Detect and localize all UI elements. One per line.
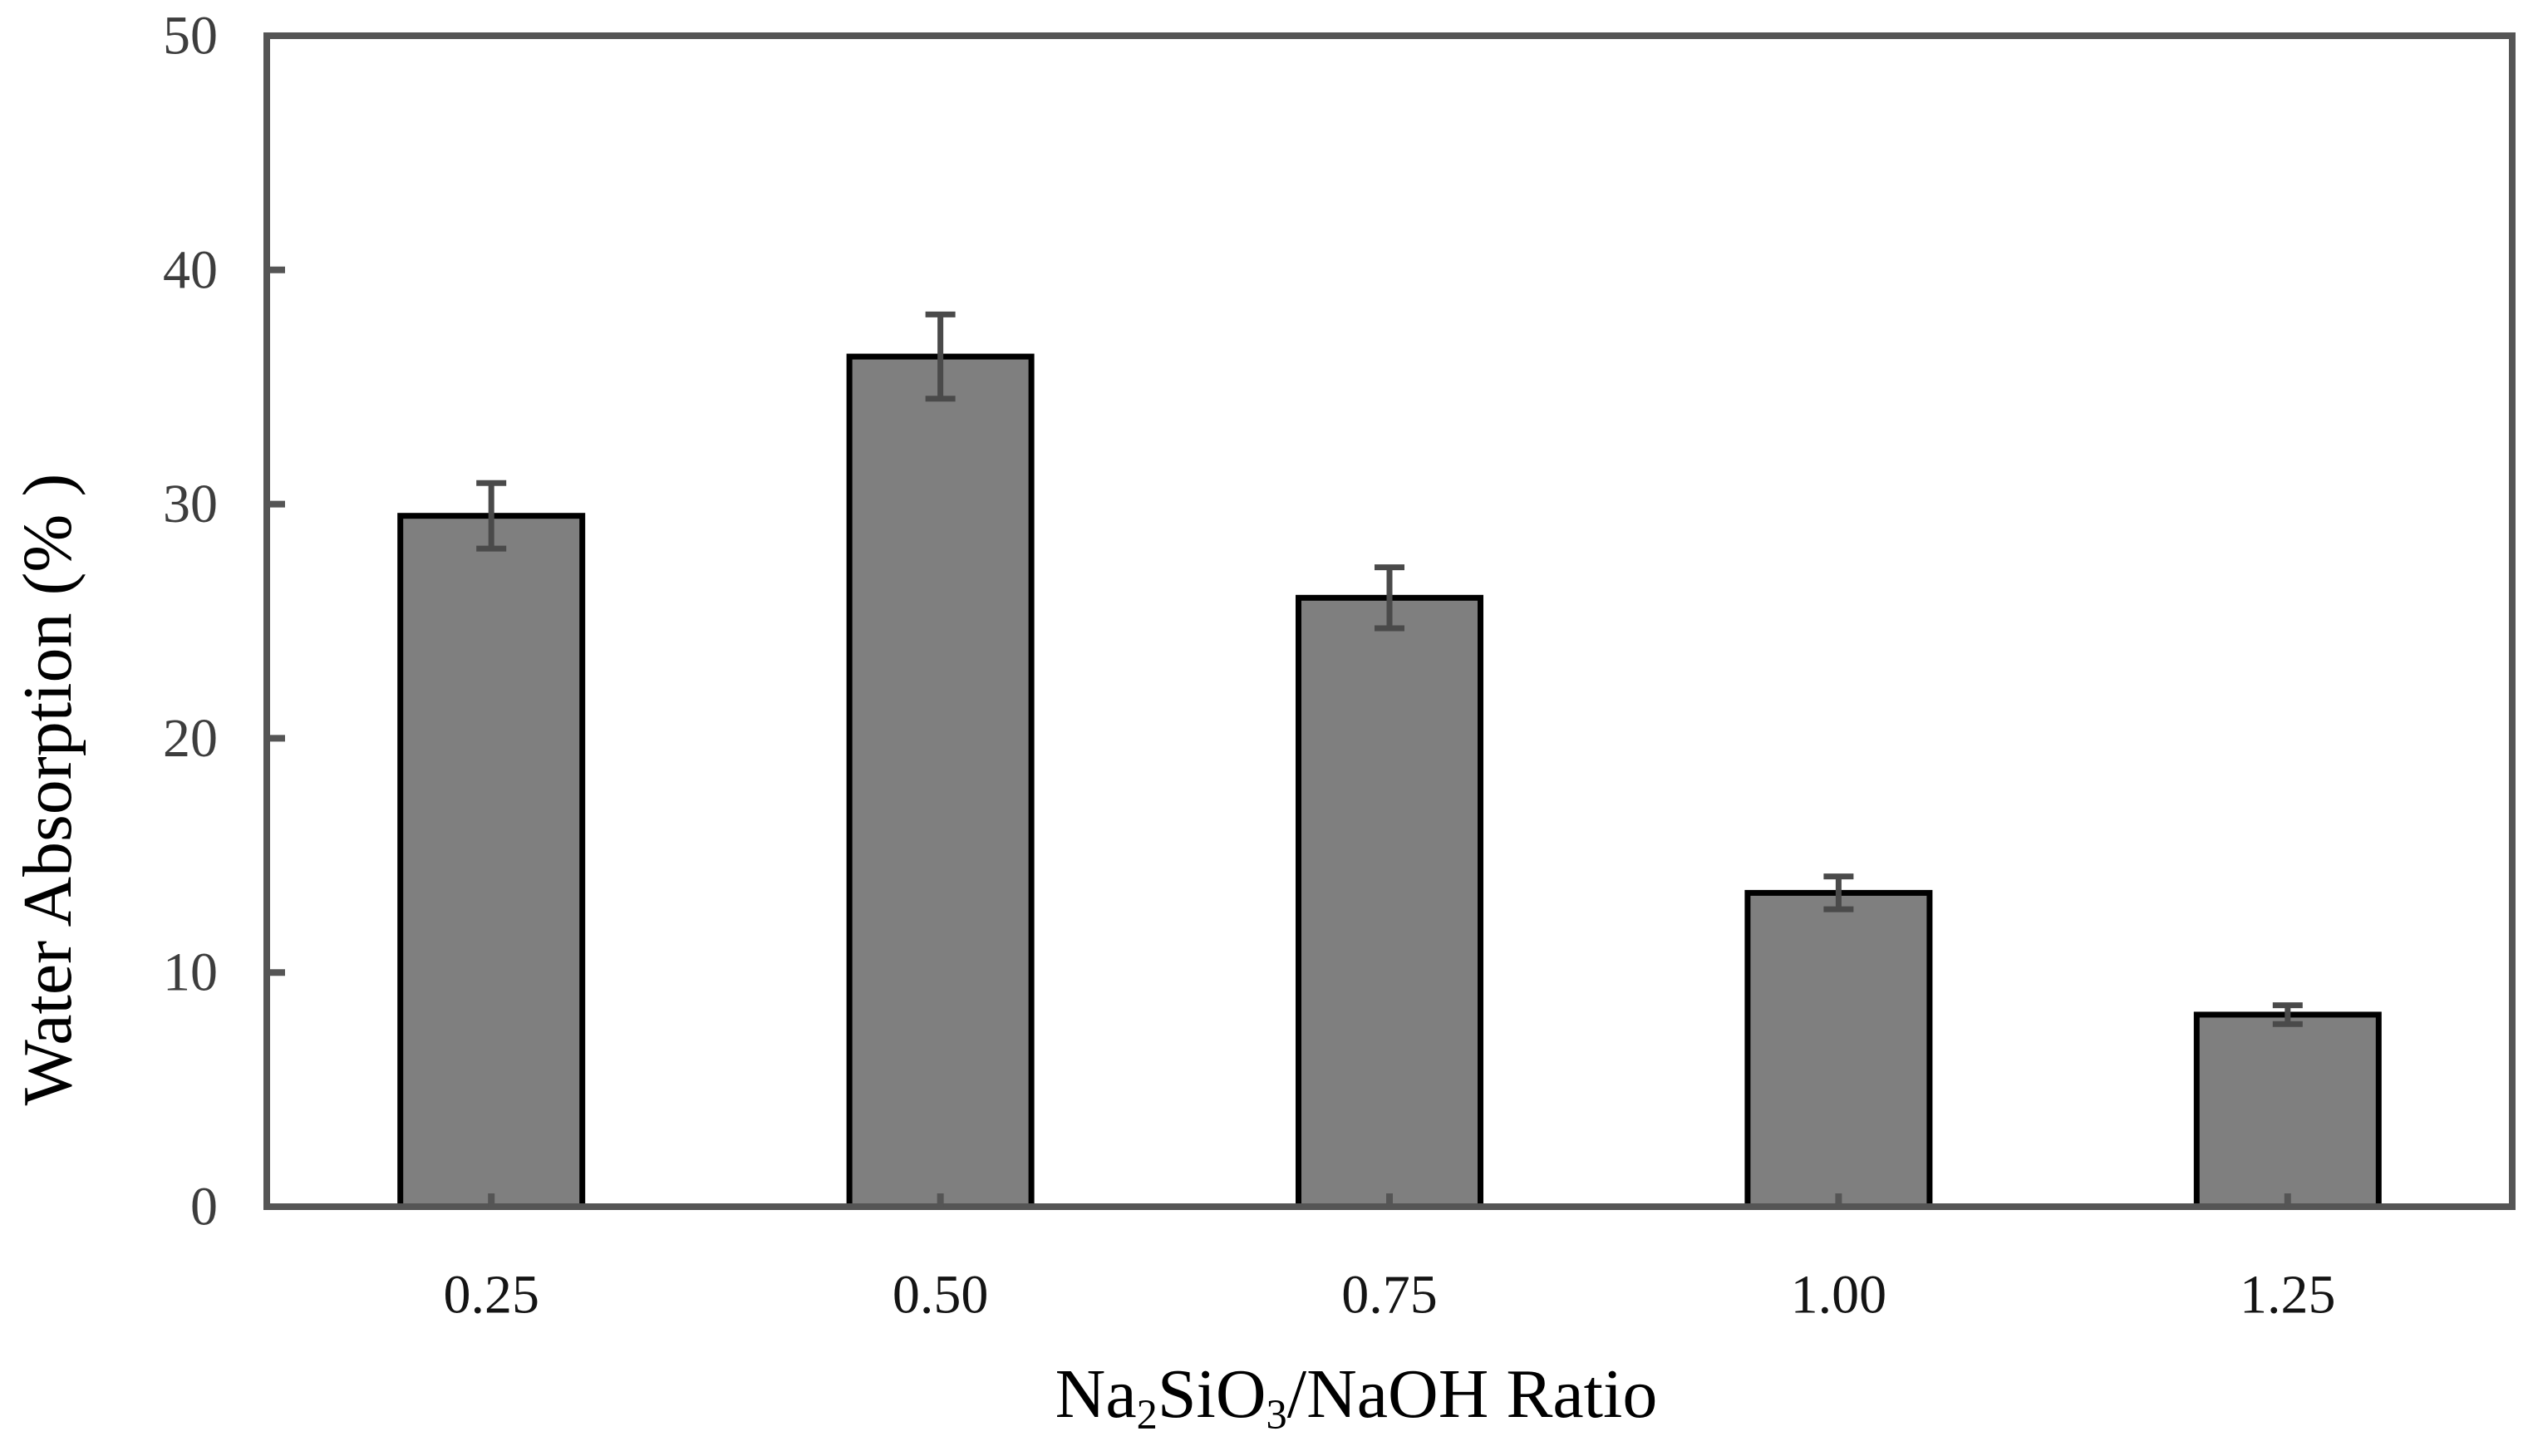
x-axis-title-text: SiO <box>1157 1355 1266 1433</box>
y-axis-title: Water Absorption (% ) <box>9 474 86 1106</box>
x-axis-title-subscript: 2 <box>1136 1391 1158 1439</box>
y-tick-label-40: 40 <box>163 239 218 300</box>
bar-0.50 <box>846 353 1035 1210</box>
x-axis-title-text: /NaOH Ratio <box>1286 1355 1658 1433</box>
x-tick-label-0.75: 0.75 <box>1341 1265 1438 1326</box>
bar-0.25 <box>397 513 586 1210</box>
y-tick-label-30: 30 <box>163 474 218 534</box>
x-axis-title-subscript: 3 <box>1266 1391 1287 1439</box>
bar-1.00 <box>1744 889 1933 1210</box>
x-tick-label-1.25: 1.25 <box>2240 1265 2336 1326</box>
bar-0.75 <box>1296 594 1483 1210</box>
x-axis-title-text: Na <box>1055 1355 1137 1433</box>
y-tick-label-50: 50 <box>163 6 218 66</box>
y-tick-label-10: 10 <box>163 942 218 1003</box>
y-tick-label-0: 0 <box>190 1177 218 1237</box>
y-axis-title-text: Water Absorption (% ) <box>9 473 86 1106</box>
x-tick-label-1.00: 1.00 <box>1791 1265 1887 1326</box>
y-tick-label-20: 20 <box>163 708 218 769</box>
x-tick-label-0.25: 0.25 <box>443 1265 539 1326</box>
bar-1.25 <box>2193 1011 2382 1210</box>
x-tick-label-0.50: 0.50 <box>893 1265 989 1326</box>
x-axis-title: Na2SiO3/NaOH Ratio <box>1055 1360 1658 1436</box>
